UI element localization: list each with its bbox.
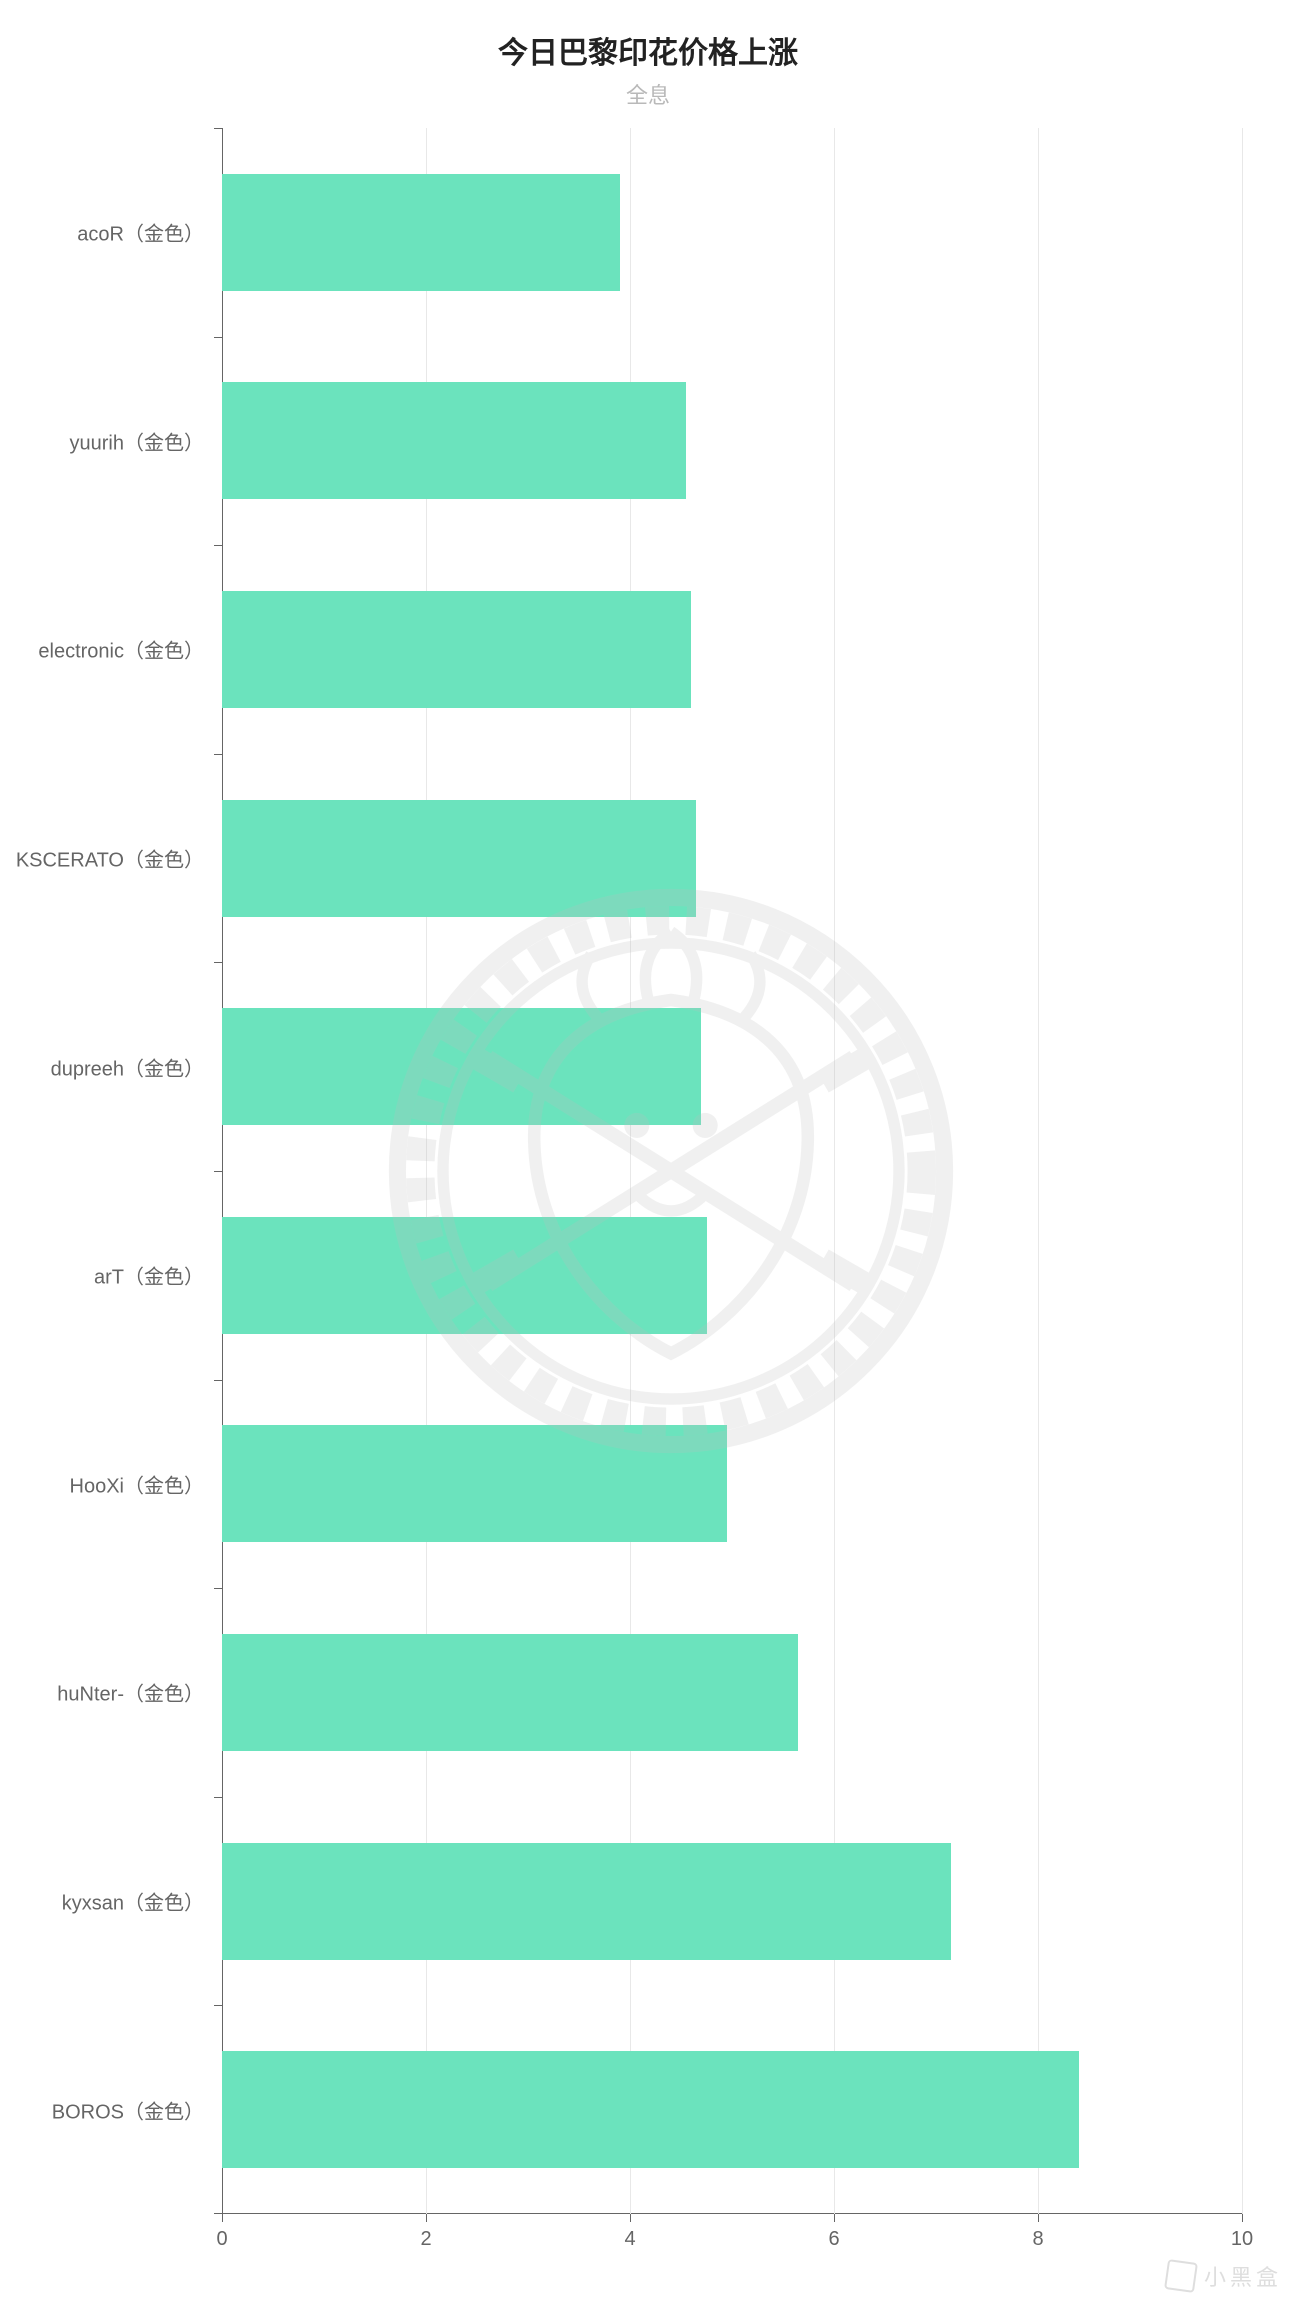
x-tick-label: 2: [420, 2228, 431, 2251]
x-tick-label: 6: [828, 2228, 839, 2251]
bar-slot: acoR（金色）: [222, 128, 1242, 337]
bar-slot: dupreeh（金色）: [222, 962, 1242, 1171]
x-tick: [1242, 2214, 1243, 2222]
bar-slot: yuurih（金色）: [222, 337, 1242, 546]
gridline: [1242, 128, 1243, 2214]
bar-slot: BOROS（金色）: [222, 2005, 1242, 2214]
bar: [222, 1843, 951, 1960]
y-category-label: dupreeh（金色）: [51, 1052, 222, 1081]
y-category-label: KSCERATO（金色）: [16, 844, 222, 873]
x-tick: [426, 2214, 427, 2222]
bar: [222, 2051, 1079, 2168]
bar: [222, 1425, 727, 1542]
bar-slot: huNter-（金色）: [222, 1588, 1242, 1797]
bar-slot: HooXi（金色）: [222, 1380, 1242, 1589]
y-category-label: BOROS（金色）: [52, 2095, 222, 2124]
x-tick: [630, 2214, 631, 2222]
y-tick: [214, 337, 222, 338]
bar: [222, 1634, 798, 1751]
watermark-corner: 小黑盒: [1166, 2260, 1282, 2292]
y-tick: [214, 1171, 222, 1172]
y-tick: [214, 2005, 222, 2006]
y-tick: [214, 2213, 222, 2214]
y-category-label: yuurih（金色）: [70, 426, 222, 455]
y-category-label: arT（金色）: [94, 1261, 222, 1290]
x-tick-label: 10: [1231, 2228, 1253, 2251]
chart-title: 今日巴黎印花价格上涨: [0, 28, 1296, 72]
x-tick-label: 8: [1032, 2228, 1043, 2251]
bar-slot: kyxsan（金色）: [222, 1797, 1242, 2006]
bar: [222, 1217, 707, 1334]
x-tick: [1038, 2214, 1039, 2222]
watermark-corner-text: 小黑盒: [1204, 2260, 1282, 2292]
y-category-label: electronic（金色）: [38, 635, 222, 664]
y-category-label: acoR（金色）: [77, 218, 222, 247]
y-tick: [214, 754, 222, 755]
y-tick: [214, 545, 222, 546]
y-tick: [214, 1797, 222, 1798]
y-tick: [214, 962, 222, 963]
bar-slot: electronic（金色）: [222, 545, 1242, 754]
chart-page: 今日巴黎印花价格上涨 全息 0246810acoR（金色）yuurih（金色）e…: [0, 0, 1296, 2304]
bar: [222, 1008, 701, 1125]
y-category-label: huNter-（金色）: [57, 1678, 222, 1707]
y-tick: [214, 1380, 222, 1381]
chart-subtitle: 全息: [0, 78, 1296, 110]
x-tick-label: 0: [216, 2228, 227, 2251]
y-category-label: kyxsan（金色）: [62, 1887, 222, 1916]
x-tick: [834, 2214, 835, 2222]
bar: [222, 591, 691, 708]
y-tick: [214, 1588, 222, 1589]
bar-slot: arT（金色）: [222, 1171, 1242, 1380]
plot-area: 0246810acoR（金色）yuurih（金色）electronic（金色）K…: [222, 128, 1242, 2214]
x-tick: [222, 2214, 223, 2222]
chart-title-block: 今日巴黎印花价格上涨 全息: [0, 28, 1296, 110]
x-tick-label: 4: [624, 2228, 635, 2251]
y-category-label: HooXi（金色）: [70, 1469, 222, 1498]
bar: [222, 382, 686, 499]
bar: [222, 800, 696, 917]
cube-icon: [1164, 2259, 1198, 2293]
y-tick: [214, 128, 222, 129]
bar: [222, 174, 620, 291]
bar-slot: KSCERATO（金色）: [222, 754, 1242, 963]
